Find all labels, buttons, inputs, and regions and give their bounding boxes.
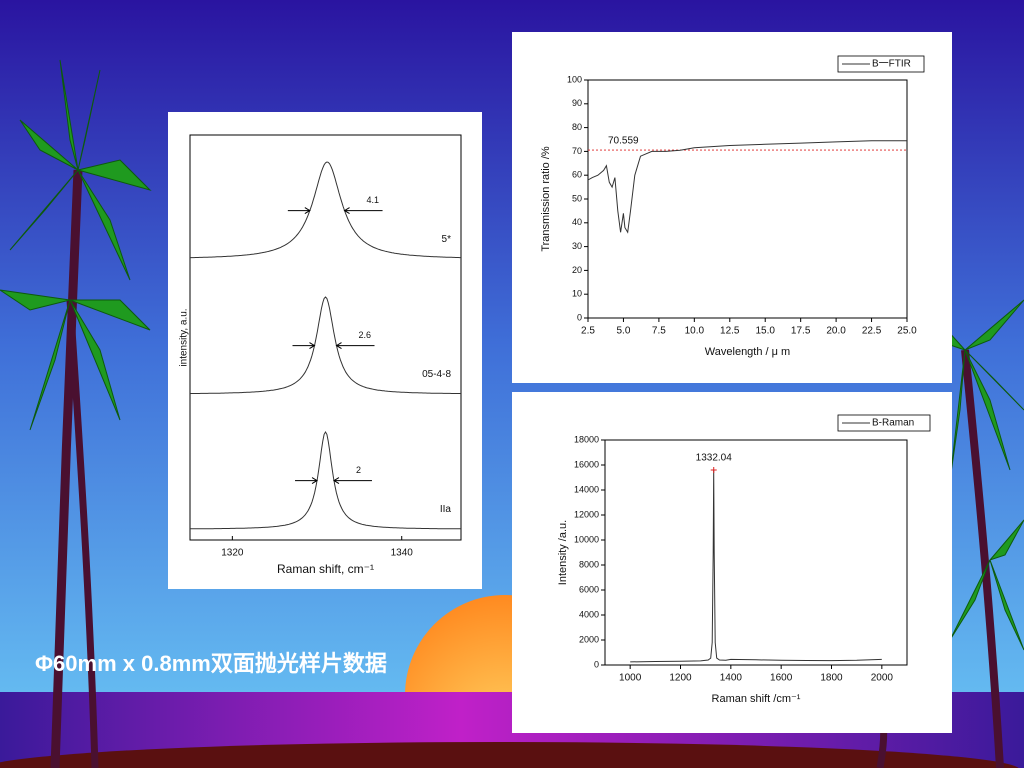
y-tick-label: 50 xyxy=(572,193,582,203)
y-tick-label: 60 xyxy=(572,170,582,180)
x-tick-label: 1340 xyxy=(391,548,414,559)
series-label: IIa xyxy=(440,504,452,515)
legend-label: B一FTIR xyxy=(872,59,911,70)
width-arrow-left xyxy=(292,342,316,350)
legend-box xyxy=(837,55,925,73)
y-tick-label: 20 xyxy=(572,265,582,275)
x-tick-label: 1600 xyxy=(770,673,793,684)
data-line xyxy=(587,140,907,234)
y-tick-label: 18000 xyxy=(574,434,599,444)
x-tick-label: 2000 xyxy=(871,673,894,684)
y-axis-label: Transmission ratio /% xyxy=(540,146,552,252)
y-tick-label: 4000 xyxy=(579,609,599,619)
width-label: 2 xyxy=(356,465,361,475)
y-tick-label: 80 xyxy=(572,122,582,132)
width-label: 4.1 xyxy=(367,195,380,205)
y-tick-label: 14000 xyxy=(574,484,599,494)
y-tick-label: 30 xyxy=(572,241,582,251)
plot-frame xyxy=(189,134,462,541)
width-arrow-left xyxy=(287,207,311,215)
y-tick-label: 100 xyxy=(567,74,582,84)
width-arrow-right xyxy=(335,342,375,350)
y-tick-label: 10 xyxy=(572,289,582,299)
x-tick-label: 7.5 xyxy=(652,326,666,337)
x-tick-label: 20.0 xyxy=(826,326,846,337)
spectrum-curve xyxy=(190,431,461,530)
ground xyxy=(0,742,1020,773)
reference-label: 70.559 xyxy=(608,136,639,147)
y-tick-label: 0 xyxy=(577,312,582,322)
series-label: 5* xyxy=(442,234,452,245)
y-axis-label: Intensity /a.u. xyxy=(557,520,569,585)
x-tick-label: 1400 xyxy=(720,673,743,684)
palm-left xyxy=(0,59,152,769)
y-tick-label: 8000 xyxy=(579,559,599,569)
ftir-panel xyxy=(512,32,952,383)
legend-box xyxy=(837,414,931,432)
width-arrow-right xyxy=(343,207,383,215)
spectrum-curve xyxy=(189,161,461,259)
x-tick-label: 12.5 xyxy=(720,326,740,337)
x-tick-label: 10.0 xyxy=(685,326,705,337)
y-tick-label: 16000 xyxy=(574,459,599,469)
x-tick-label: 17.5 xyxy=(791,326,811,337)
x-tick-label: 25.0 xyxy=(897,326,917,337)
x-tick-label: 1000 xyxy=(619,673,642,684)
x-tick-label: 15.0 xyxy=(755,326,775,337)
x-tick-label: 22.5 xyxy=(862,326,882,337)
spectrum-curve xyxy=(189,296,462,395)
x-tick-label: 1800 xyxy=(820,673,843,684)
x-tick-label: 5.0 xyxy=(616,326,630,337)
y-tick-label: 12000 xyxy=(574,509,599,519)
x-tick-label: 1200 xyxy=(669,673,692,684)
width-label: 2.6 xyxy=(359,330,372,340)
y-tick-label: 0 xyxy=(594,659,599,669)
scan-panel xyxy=(168,112,482,589)
y-tick-label: 40 xyxy=(572,217,582,227)
peak-marker xyxy=(710,467,717,473)
width-arrow-right xyxy=(332,477,372,485)
caption: Φ60mm x 0.8mm双面抛光样片数据 xyxy=(35,651,387,676)
x-tick-label: 1320 xyxy=(221,548,244,559)
x-axis-label: Raman shift /cm⁻¹ xyxy=(712,693,801,705)
y-tick-label: 10000 xyxy=(574,534,599,544)
y-tick-label: 90 xyxy=(572,98,582,108)
raman-panel xyxy=(512,392,952,733)
data-line xyxy=(630,469,882,663)
y-tick-label: 6000 xyxy=(579,584,599,594)
y-axis-label: intensity, a.u. xyxy=(179,308,190,366)
x-axis-label: Raman shift, cm⁻¹ xyxy=(277,562,374,576)
x-tick-label: 2.5 xyxy=(581,326,595,337)
series-label: 05-4-8 xyxy=(422,369,451,380)
legend-label: B-Raman xyxy=(872,418,914,429)
width-arrow-left xyxy=(295,477,319,485)
x-axis-label: Wavelength / μ m xyxy=(705,346,790,358)
y-tick-label: 2000 xyxy=(579,634,599,644)
peak-label: 1332.04 xyxy=(696,453,733,464)
plot-frame xyxy=(604,439,908,666)
y-tick-label: 70 xyxy=(572,146,582,156)
